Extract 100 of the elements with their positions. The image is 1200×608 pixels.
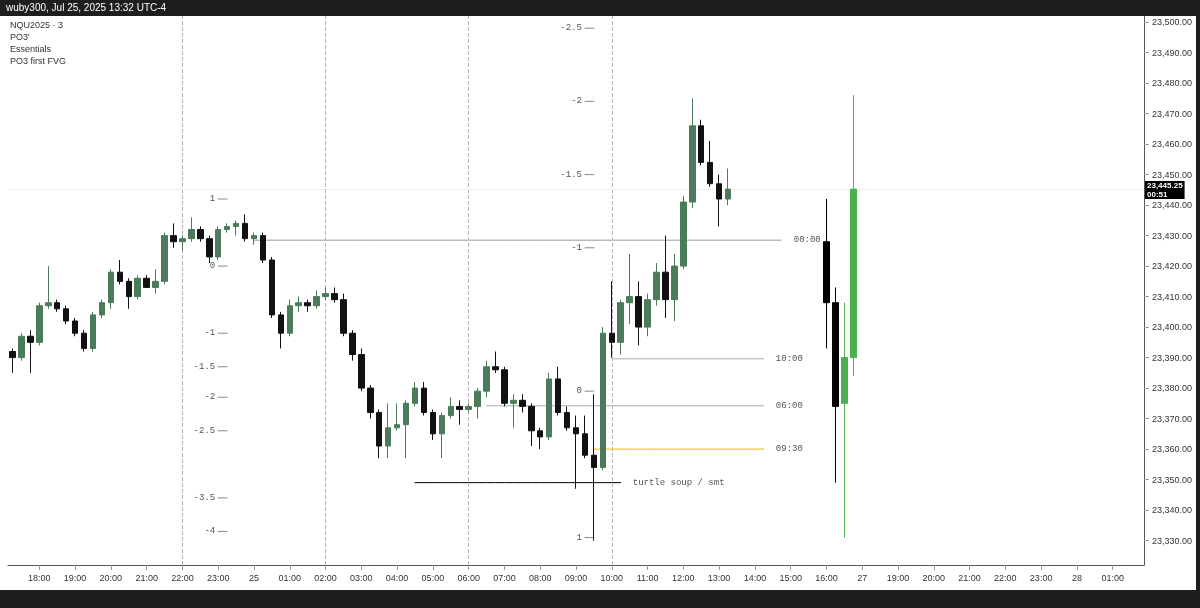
candlestick (430, 408, 436, 441)
y-tick-label: 23,500.00 (1152, 17, 1193, 28)
candlestick (322, 286, 329, 301)
series-label: 1 (576, 532, 582, 543)
candlestick (63, 305, 69, 325)
candlestick (152, 268, 159, 295)
candlestick (54, 299, 60, 313)
series-label: turtle soup / smt (632, 477, 725, 488)
x-tick-label: 22:00 (994, 572, 1017, 583)
candlestick (260, 232, 266, 264)
series-label: -1.5 (560, 169, 582, 180)
y-tick-label: 23,390.00 (1152, 352, 1193, 363)
candlestick (269, 256, 275, 319)
candlestick (9, 347, 16, 374)
x-tick-label: 20:00 (99, 572, 123, 583)
y-tick-label: 23,370.00 (1152, 413, 1193, 424)
candlestick (99, 299, 105, 319)
x-tick-label: 23:00 (1029, 572, 1053, 583)
candlestick (456, 399, 463, 426)
x-tick-label: 18:00 (28, 572, 51, 583)
series-label: 0 (576, 386, 582, 397)
x-tick-label: 06:00 (457, 572, 480, 583)
chart-title: wuby300, Jul 25, 2025 13:32 UTC-4 (5, 1, 168, 15)
candlestick (617, 299, 624, 356)
y-tick-label: 23,360.00 (1152, 444, 1193, 455)
series-label: -2 (571, 96, 582, 107)
y-tick-label: 23,450.00 (1152, 169, 1193, 180)
annotation: PO3 first FVG (10, 55, 67, 66)
series-label: -1.5 (193, 361, 216, 372)
candlestick (117, 259, 123, 285)
candlestick (528, 402, 535, 447)
candlestick (179, 235, 186, 252)
y-tick-label: 23,400.00 (1152, 322, 1193, 333)
candlestick (725, 168, 731, 206)
y-tick-label: 23,350.00 (1152, 474, 1193, 485)
y-tick-label: 23,470.00 (1152, 108, 1193, 119)
candlestick (126, 277, 132, 310)
series-label: 1 (209, 194, 216, 204)
x-tick-label: 02:00 (314, 572, 337, 583)
x-tick-label: 07:00 (493, 572, 516, 583)
candlestick (170, 222, 177, 249)
candlestick (600, 326, 606, 471)
candlestick (81, 329, 87, 352)
candlestick (287, 299, 293, 337)
candlestick (439, 412, 445, 459)
x-tick-label: 23:00 (206, 572, 230, 583)
candlestick (510, 393, 517, 429)
candlestick (582, 415, 588, 459)
candlestick (689, 97, 696, 209)
candlestick (188, 216, 195, 243)
series-label: 00:00 (793, 235, 821, 246)
series-label: -1 (204, 328, 216, 339)
x-tick-label: 11:00 (636, 572, 659, 583)
candlestick (635, 280, 642, 346)
candlestick (358, 347, 365, 392)
series-label: -2 (204, 392, 216, 403)
x-tick-label: 08:00 (528, 572, 552, 583)
candlestick (492, 351, 499, 374)
x-tick-label: 20:00 (922, 572, 946, 583)
x-tick-label: 28 (1071, 572, 1082, 583)
candlestick (412, 381, 418, 407)
candlestick (215, 225, 221, 261)
series-label: -4 (204, 526, 216, 537)
candlestick (609, 280, 615, 359)
x-tick-label: 14:00 (743, 572, 767, 583)
x-tick-label: 01:00 (278, 572, 302, 583)
ref-line-label: 23,445.25 00:51 (1147, 181, 1184, 200)
series-label: -2.5 (193, 425, 216, 436)
y-tick-label: 23,410.00 (1152, 291, 1193, 302)
candlestick (331, 286, 338, 304)
x-tick-label: 13:00 (707, 572, 731, 583)
candlestick (823, 198, 830, 349)
x-tick-label: 04:00 (385, 572, 409, 583)
y-tick-label: 23,430.00 (1152, 230, 1193, 241)
x-tick-label: 19:00 (63, 572, 87, 583)
candlestick (591, 393, 597, 542)
y-tick-label: 23,420.00 (1152, 261, 1193, 272)
x-tick-label: 21:00 (135, 572, 158, 583)
candlestick (394, 402, 400, 432)
candlestick (671, 253, 678, 322)
x-tick-label: 03:00 (350, 572, 373, 583)
candlestick (546, 372, 552, 441)
candlestick (90, 311, 96, 352)
candlestick (537, 427, 543, 450)
x-tick-label: 25 (248, 572, 259, 583)
candlestick (698, 119, 704, 166)
candlestick (850, 94, 857, 377)
candlestick (367, 384, 374, 420)
candlestick (197, 225, 204, 243)
x-tick-label: 05:00 (421, 572, 445, 583)
candlestick (832, 286, 839, 484)
candlestick (108, 268, 114, 310)
y-tick-label: 23,440.00 (1152, 200, 1193, 211)
candlestick (36, 302, 43, 346)
candlestick (27, 329, 34, 374)
series-label: 10:00 (775, 353, 803, 364)
candlestick (403, 399, 409, 459)
candlestick (18, 332, 25, 362)
candlestick (421, 381, 427, 417)
x-tick-label: 21:00 (958, 572, 981, 583)
